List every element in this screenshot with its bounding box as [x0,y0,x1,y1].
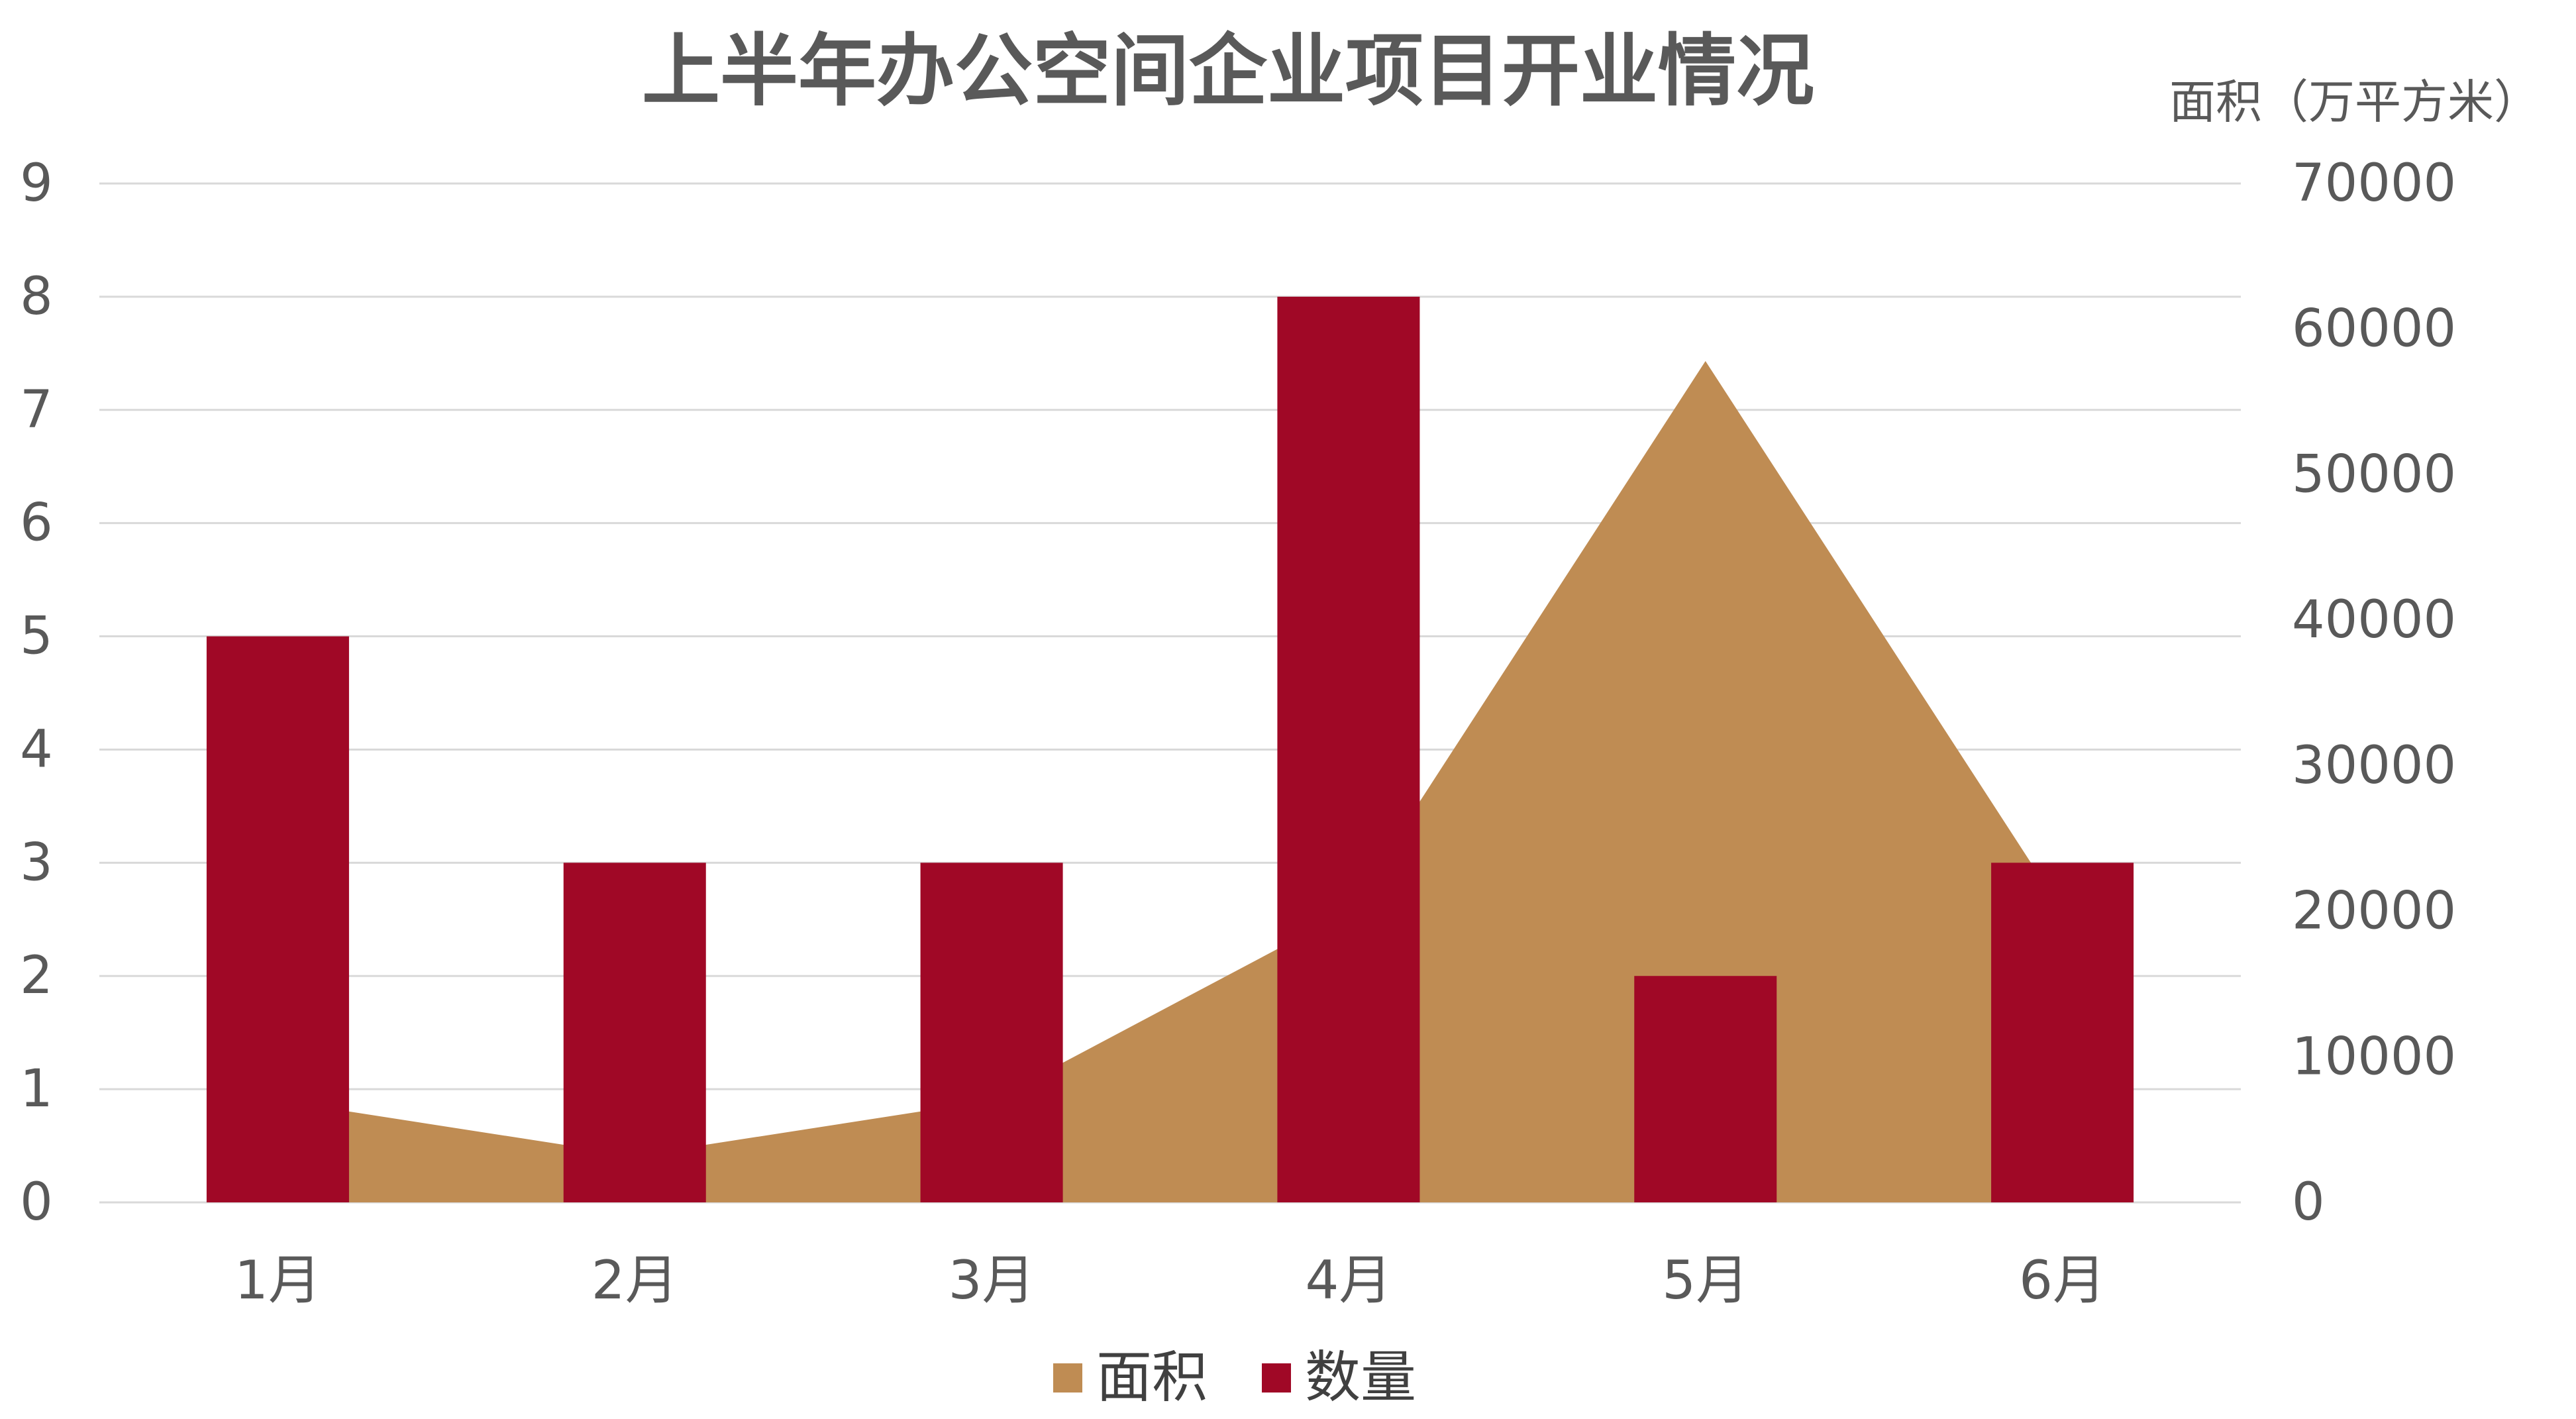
legend: 面积 数量 [1053,1345,1416,1410]
x-tick-label: 4月 [1305,1249,1392,1311]
left-tick-label: 5 [20,607,53,666]
legend-swatch [1053,1363,1082,1393]
legend-swatch [1262,1363,1291,1393]
bar [1991,863,2134,1202]
right-axis-label: 面积（万平方米） [2169,75,2540,129]
left-tick-label: 9 [20,154,53,213]
bar [1277,296,1420,1202]
left-tick-label: 7 [20,380,53,440]
x-axis: 1月 2月 3月 4月 5月 6月 [234,1249,2106,1311]
right-tick-label: 70000 [2292,154,2456,213]
right-tick-label: 50000 [2292,445,2456,504]
area-series [278,361,2063,1202]
x-tick-label: 1月 [234,1249,321,1311]
left-tick-label: 1 [20,1059,53,1119]
left-axis: 0 1 2 3 4 5 6 7 8 9 [20,154,53,1232]
bar [563,863,706,1202]
right-tick-label: 30000 [2292,736,2456,796]
right-tick-label: 40000 [2292,590,2456,650]
legend-label: 面积 [1096,1345,1208,1410]
x-tick-label: 2月 [592,1249,678,1311]
left-tick-label: 4 [20,719,53,779]
chart-title: 上半年办公空间企业项目开业情况 [642,25,1814,117]
gridlines [99,182,2241,1204]
area-series-fill [278,361,2063,1202]
left-tick-label: 2 [20,946,53,1006]
bar [206,636,349,1202]
left-tick-label: 0 [20,1173,53,1232]
bar-series [206,296,2134,1202]
right-tick-label: 0 [2292,1173,2325,1232]
x-tick-label: 5月 [1662,1249,1749,1311]
left-tick-label: 8 [20,267,53,327]
left-tick-label: 3 [20,833,53,892]
right-tick-label: 60000 [2292,299,2456,359]
right-axis: 0 10000 20000 30000 40000 50000 60000 70000 [2292,154,2456,1232]
right-tick-label: 20000 [2292,882,2456,941]
x-tick-label: 3月 [949,1249,1035,1311]
x-tick-label: 6月 [2019,1249,2106,1311]
left-tick-label: 6 [20,494,53,553]
bar [1634,976,1777,1202]
legend-label: 数量 [1305,1345,1416,1410]
right-tick-label: 10000 [2292,1027,2456,1086]
bar [920,863,1063,1202]
